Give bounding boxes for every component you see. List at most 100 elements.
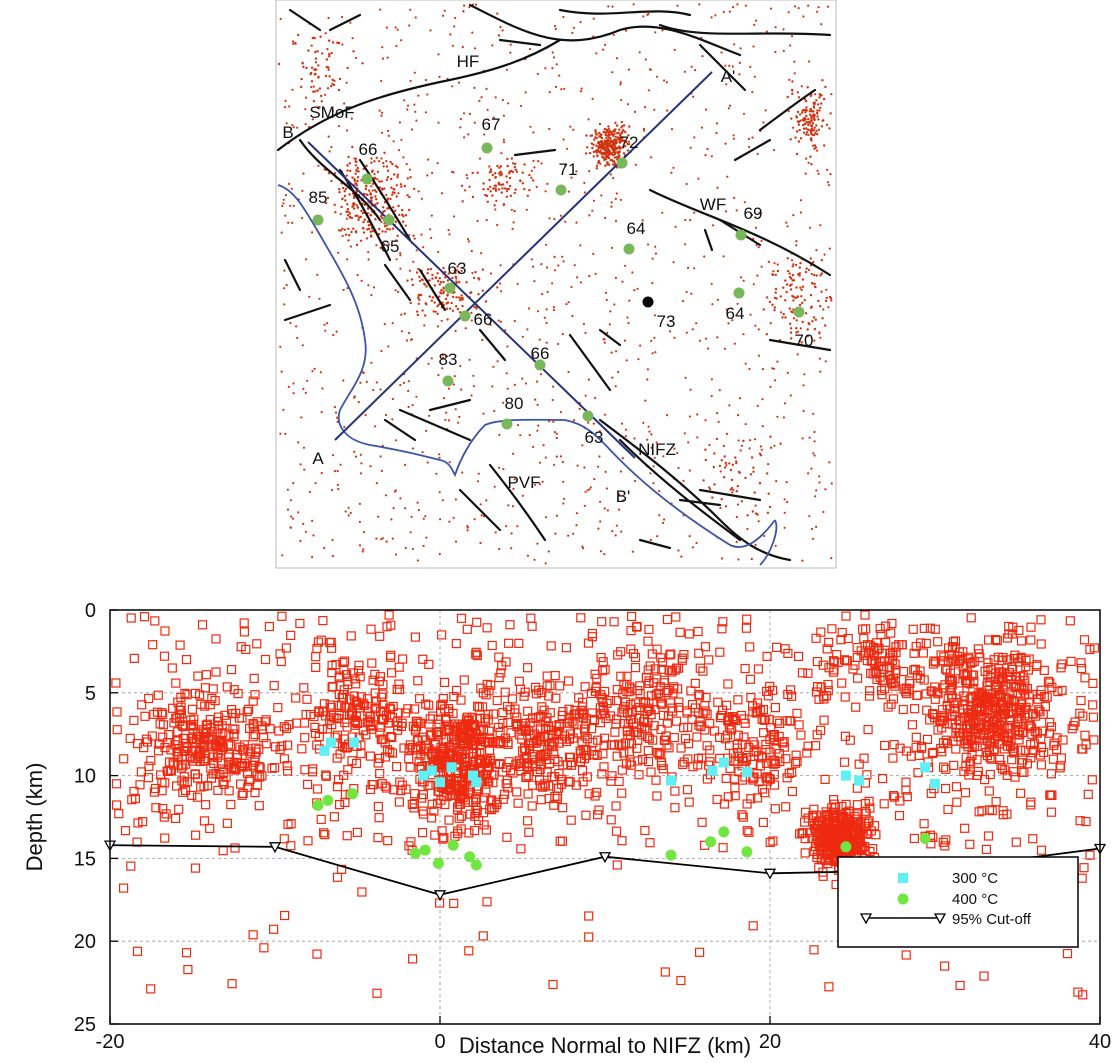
map-seismic-dot [421, 309, 424, 312]
map-seismic-dot [355, 56, 358, 60]
map-seismic-dot [600, 153, 603, 156]
map-seismic-dot [390, 186, 393, 189]
map-seismic-dot [569, 125, 572, 128]
map-seismic-dot [407, 405, 410, 409]
map-seismic-dot [713, 483, 716, 486]
earthquake-marker [1076, 695, 1086, 706]
earthquake-marker [237, 790, 247, 800]
map-seismic-dot [764, 109, 767, 112]
map-seismic-dot [651, 282, 654, 285]
map-seismic-dot [792, 126, 795, 129]
earthquake-marker [761, 773, 771, 783]
earthquake-marker [752, 793, 763, 803]
map-seismic-dot [312, 85, 315, 88]
map-seismic-dot [500, 173, 503, 176]
earthquake-marker [514, 756, 524, 766]
map-seismic-dot [575, 170, 578, 173]
map-seismic-dot [614, 141, 618, 144]
map-seismic-dot [618, 150, 621, 154]
map-seismic-dot [347, 227, 350, 231]
map-seismic-dot [717, 420, 720, 423]
earthquake-marker [197, 620, 208, 630]
map-seismic-dot [818, 475, 821, 478]
map-seismic-dot [710, 395, 713, 398]
map-seismic-dot [661, 211, 664, 214]
map-seismic-dot [604, 134, 608, 137]
map-seismic-dot [827, 306, 830, 309]
map-seismic-dot [697, 177, 700, 180]
earthquake-marker [375, 768, 385, 779]
map-seismic-dot [801, 278, 805, 281]
map-seismic-dot [822, 510, 825, 514]
earthquake-marker [728, 748, 739, 758]
map-seismic-dot [521, 494, 524, 497]
earthquake-marker [637, 754, 648, 765]
map-seismic-dot [784, 316, 787, 319]
map-seismic-dot [301, 189, 304, 192]
earthquake-marker [1003, 706, 1014, 717]
earthquake-marker [1058, 735, 1068, 745]
map-seismic-dot [480, 96, 483, 99]
map-seismic-dot [347, 210, 350, 213]
map-seismic-dot [801, 111, 804, 114]
map-seismic-dot [282, 202, 285, 205]
map-seismic-dot [641, 219, 644, 222]
map-seismic-dot [400, 330, 403, 333]
earthquake-marker [481, 787, 491, 797]
map-seismic-dot [801, 123, 805, 127]
earthquake-marker [523, 706, 533, 716]
map-seismic-dot [394, 220, 398, 223]
earthquake-marker [676, 743, 686, 753]
map-seismic-dot [789, 327, 793, 330]
map-seismic-dot [383, 187, 386, 190]
map-seismic-dot [309, 72, 312, 76]
map-seismic-dot [312, 534, 315, 537]
map-seismic-dot [704, 448, 707, 451]
map-seismic-dot [801, 437, 804, 440]
map-seismic-dot [369, 465, 372, 468]
map-section-lines [307, 71, 713, 459]
map-seismic-dot [493, 485, 496, 488]
map-seismic-dot [782, 28, 785, 31]
earthquake-marker [220, 710, 230, 720]
map-seismic-dot [548, 91, 551, 94]
map-seismic-dot [812, 412, 815, 415]
map-seismic-dot [507, 187, 510, 191]
map-seismic-dot [314, 50, 317, 54]
earthquake-marker [925, 623, 935, 633]
site-marker [642, 296, 654, 308]
earthquake-marker [375, 728, 385, 738]
earthquake-marker [251, 743, 261, 753]
map-seismic-dot [825, 123, 829, 127]
map-seismic-dot [353, 179, 356, 183]
map-seismic-dot [595, 151, 598, 154]
earthquake-marker [504, 638, 514, 648]
earthquake-marker [541, 717, 551, 727]
earthquake-marker [238, 744, 248, 755]
map-seismic-dot [544, 562, 547, 565]
map-seismic-dot [289, 321, 292, 325]
fault-pvf [488, 463, 547, 542]
map-seismic-dot [408, 24, 411, 27]
map-seismic-dot [605, 143, 608, 146]
map-seismic-dot [817, 172, 820, 175]
map-seismic-dot [771, 303, 774, 306]
map-seismic-dot [677, 466, 680, 470]
earthquake-marker [864, 691, 875, 701]
map-seismic-dot [311, 231, 314, 234]
map-seismic-dot [430, 357, 433, 360]
earthquake-marker [811, 838, 821, 848]
map-seismic-dot [544, 67, 547, 70]
map-seismic-dot [325, 65, 328, 69]
site-temperature-label: 83 [439, 350, 458, 369]
map-seismic-dot [282, 198, 285, 201]
map-seismic-dot [451, 295, 455, 299]
map-seismic-dot [460, 269, 463, 272]
map-seismic-dot [513, 165, 516, 169]
earthquake-marker [498, 794, 508, 804]
map-seismic-dot [537, 160, 540, 163]
earthquake-marker [530, 682, 541, 693]
earthquake-marker [283, 766, 293, 776]
map-seismic-dot [572, 532, 575, 535]
earthquake-marker [990, 634, 1001, 645]
